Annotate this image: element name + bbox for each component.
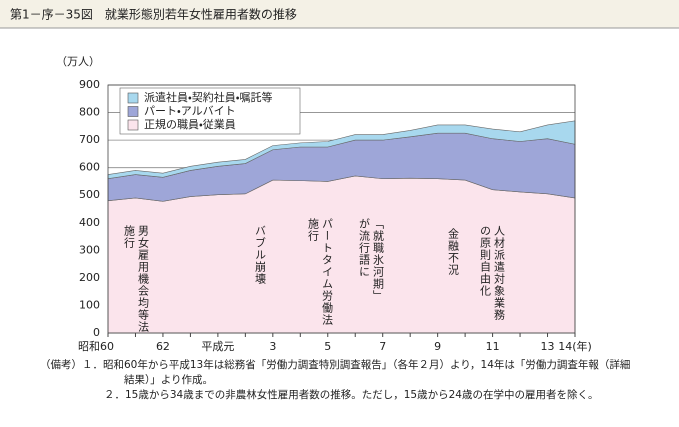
x-tick-label: 昭和60 bbox=[78, 340, 114, 353]
annotation: 施行 bbox=[307, 218, 320, 242]
legend-label: 正規の職員・従業員 bbox=[144, 117, 236, 131]
x-tick-label: 7 bbox=[379, 340, 386, 353]
legend-label: パート・アルバイト bbox=[144, 105, 236, 118]
y-tick-label: 800 bbox=[79, 106, 100, 119]
x-tick-label: 5 bbox=[324, 340, 331, 353]
y-tick-label: 600 bbox=[79, 161, 100, 174]
chart-title: 第1－序－35図 就業形態別若年女性雇用者数の推移 bbox=[10, 7, 297, 22]
annotation: パートタイム労働法 bbox=[321, 218, 334, 326]
legend-box bbox=[119, 87, 301, 135]
x-tick-label: 11 bbox=[486, 340, 500, 353]
legend-label: 派遣社員・契約社員・嘱託等 bbox=[144, 90, 272, 104]
y-tick-label: 300 bbox=[79, 243, 100, 256]
x-tick-label: 平成元 bbox=[201, 340, 234, 353]
x-tick-label: 14(年) bbox=[558, 339, 592, 353]
x-tick-label: 62 bbox=[156, 340, 170, 353]
y-tick-label: 900 bbox=[79, 78, 100, 91]
x-tick-label: 13 bbox=[541, 340, 555, 353]
annotation: が流行語に bbox=[358, 218, 371, 278]
annotation: 「就職氷河期」 bbox=[372, 218, 385, 302]
notes: （備考）１．昭和60年から平成13年は総務省「労働力調査特別調査報告」（各年２月… bbox=[40, 358, 640, 403]
legend-swatch bbox=[127, 119, 139, 131]
annotation: の原則自由化 bbox=[479, 225, 492, 297]
annotation: 人材派遣対象業務 bbox=[493, 225, 506, 321]
y-tick-label: 500 bbox=[79, 188, 100, 201]
plot-frame bbox=[107, 84, 576, 334]
x-tick-label: 9 bbox=[434, 340, 441, 353]
x-tick-label: 3 bbox=[269, 340, 276, 353]
y-tick-label: 200 bbox=[79, 271, 100, 284]
note: ２．15歳から34歳までの非農林女性雇用者数の推移。ただし，15歳から24歳の在… bbox=[104, 389, 599, 401]
annotation: 施行 bbox=[123, 225, 136, 249]
annotation: 金融不況 bbox=[447, 228, 460, 276]
note: （備考）１．昭和60年から平成13年は総務省「労働力調査特別調査報告」（各年２月… bbox=[40, 359, 631, 386]
y-tick-label: 100 bbox=[79, 298, 100, 311]
annotation: 男女雇用機会均等法 bbox=[137, 225, 150, 333]
title-bar bbox=[0, 0, 679, 28]
annotation: バブル崩壊 bbox=[254, 225, 267, 285]
y-tick-label: 400 bbox=[79, 216, 100, 229]
legend-swatch bbox=[127, 106, 139, 117]
y-axis-label: （万人） bbox=[56, 55, 100, 68]
y-tick-label: 700 bbox=[79, 133, 100, 146]
legend-swatch bbox=[127, 92, 139, 104]
y-tick-label: 0 bbox=[93, 326, 100, 339]
